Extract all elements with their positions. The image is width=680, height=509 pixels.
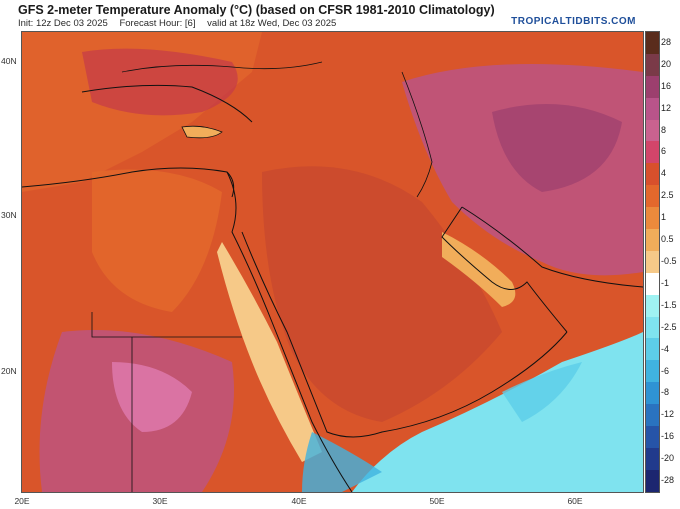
gulf-of-aden <box>302 432 382 492</box>
colorbar-segment <box>646 207 659 230</box>
red-sea <box>217 242 322 462</box>
egypt-area <box>92 169 222 312</box>
colorbar-segment <box>646 469 659 492</box>
colorbar-label: 20 <box>661 58 672 69</box>
temperature-anomaly-map <box>21 31 644 493</box>
lon-label-60e: 60E <box>567 496 583 506</box>
colorbar-label: 28 <box>661 36 672 47</box>
lat-label-30n: 30N <box>1 210 17 220</box>
oman-coast-sea <box>502 362 582 422</box>
colorbar-segment <box>646 32 659 54</box>
colorbar-label: 1 <box>661 212 667 223</box>
colorbar-label: 8 <box>661 124 667 135</box>
gulf-coast <box>441 206 568 333</box>
map-title: GFS 2-meter Temperature Anomaly (°C) (ba… <box>18 3 495 17</box>
colorbar-segment <box>646 272 659 295</box>
persian-gulf <box>442 232 516 307</box>
colorbar-label: -1.5 <box>661 299 677 310</box>
colorbar-label: 2.5 <box>661 190 674 201</box>
colorbar-segment <box>646 163 659 186</box>
colorbar-segment <box>646 97 659 120</box>
colorbar-label: -4 <box>661 343 670 354</box>
colorbar-segment <box>646 294 659 317</box>
colorbar-label: -2.5 <box>661 321 677 332</box>
caspian-coast <box>401 71 433 198</box>
colorbar-label: 0.5 <box>661 234 674 245</box>
colorbar-label: 16 <box>661 80 672 91</box>
brand-logo: TROPICALTIDBITS.COM <box>511 16 636 27</box>
african-borders <box>91 312 242 492</box>
lon-label-20e: 20E <box>14 496 30 506</box>
arabia-coast <box>241 231 568 438</box>
colorbar-segment <box>646 141 659 164</box>
colorbar <box>645 31 660 493</box>
red-sea-west-coast <box>226 171 353 492</box>
colorbar-label: -1 <box>661 277 670 288</box>
lon-label-50e: 50E <box>429 496 445 506</box>
valid-time: valid at 18z Wed, Dec 03 2025 <box>207 18 337 29</box>
colorbar-segment <box>646 185 659 208</box>
map-subtitle: Init: 12z Dec 03 2025 Forecast Hour: [6]… <box>18 18 345 29</box>
colorbar-label: 6 <box>661 146 667 157</box>
iran-south-coast <box>461 206 643 288</box>
lat-label-40n: 40N <box>1 56 17 66</box>
turkey-south-coast <box>81 84 253 123</box>
colorbar-label: -6 <box>661 365 670 376</box>
colorbar-segment <box>646 250 659 273</box>
turkey-north-coast <box>121 61 323 73</box>
forecast-hour: Forecast Hour: [6] <box>119 18 196 29</box>
colorbar-label: -0.5 <box>661 256 677 266</box>
colorbar-segment <box>646 360 659 383</box>
iran-plateau-area <box>492 104 622 192</box>
colorbar-segment <box>646 316 659 339</box>
colorbar-label: 4 <box>661 168 667 179</box>
africa-north-coast <box>22 167 235 198</box>
colorbar-segment <box>646 426 659 448</box>
colorbar-label: -12 <box>661 409 675 420</box>
lat-label-20n: 20N <box>1 366 17 376</box>
colorbar-segment <box>646 229 659 251</box>
colorbar-label: -8 <box>661 387 670 398</box>
colorbar-segment <box>646 447 659 470</box>
cyprus <box>181 125 223 139</box>
colorbar-label: -28 <box>661 475 675 486</box>
arabia-area <box>262 166 502 422</box>
lon-label-30e: 30E <box>152 496 168 506</box>
colorbar-segment <box>646 119 659 142</box>
colorbar-segment <box>646 404 659 427</box>
lon-label-40e: 40E <box>291 496 307 506</box>
colorbar-segment <box>646 382 659 405</box>
init-time: Init: 12z Dec 03 2025 <box>18 18 108 29</box>
colorbar-label: -20 <box>661 453 675 464</box>
turkey-warm-area <box>82 48 238 116</box>
colorbar-segment <box>646 338 659 361</box>
map-canvas <box>22 32 643 492</box>
colorbar-segment <box>646 75 659 98</box>
colorbar-segment <box>646 53 659 76</box>
colorbar-label: 12 <box>661 102 672 113</box>
colorbar-label: -16 <box>661 431 675 442</box>
